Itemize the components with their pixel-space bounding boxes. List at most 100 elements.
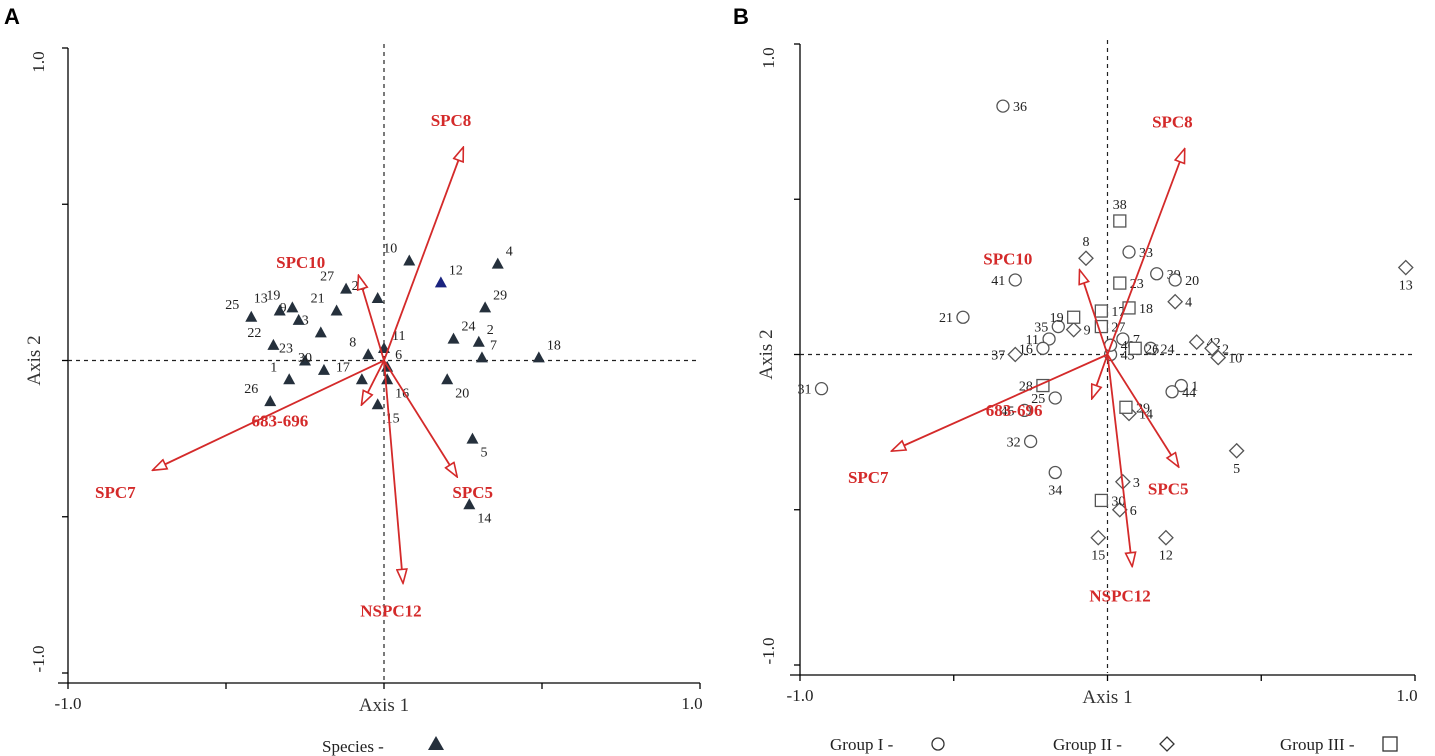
group-i-circle-point xyxy=(1048,391,1062,405)
vector-label: SPC10 xyxy=(276,253,325,272)
species-triangle-point xyxy=(371,398,384,410)
point-label: 28 xyxy=(1019,380,1033,395)
point-label: 25 xyxy=(1031,392,1045,407)
species-triangle-point xyxy=(264,395,277,407)
species-triangle-point xyxy=(472,335,485,347)
point-label: 30 xyxy=(1111,494,1125,509)
group-iii-square-point xyxy=(1128,341,1142,355)
group-ii-diamond-point xyxy=(1397,259,1414,276)
group-i-circle-point xyxy=(1008,273,1022,287)
species-triangle-point xyxy=(267,338,280,350)
group-iii-square-point xyxy=(1119,400,1133,414)
group-ii-diamond-point xyxy=(1065,321,1082,338)
group-i-circle-point xyxy=(1036,341,1050,355)
point-label: 8 xyxy=(349,335,356,350)
y-axis-title: Axis 2 xyxy=(756,329,777,379)
point-label: 12 xyxy=(1159,549,1173,564)
point-label: 20 xyxy=(455,386,469,401)
vector-arrow xyxy=(892,353,1108,451)
point-label: 37 xyxy=(991,349,1005,364)
species-triangle-point xyxy=(466,432,479,444)
vector-label: SPC7 xyxy=(848,468,889,487)
point-label: 23 xyxy=(279,342,293,357)
point-label: 24 xyxy=(462,320,476,335)
group-ii-diamond-point xyxy=(1090,529,1107,546)
group-i-circle-point xyxy=(1023,434,1038,449)
vector-arrow xyxy=(1106,354,1133,566)
group-iii-square-point xyxy=(1094,493,1108,508)
point-label: 30 xyxy=(298,351,312,366)
vector-arrow xyxy=(359,276,385,361)
point-label: 41 xyxy=(991,274,1005,289)
group-i-circle-point xyxy=(996,99,1010,113)
point-label: 18 xyxy=(1139,302,1153,317)
point-label: 8 xyxy=(1082,235,1089,250)
vector-label: SPC5 xyxy=(1148,479,1189,498)
legend-square-label: Group III - xyxy=(1280,735,1355,754)
point-label: 19 xyxy=(266,288,280,303)
x-tick-label-min: -1.0 xyxy=(787,686,814,705)
y-tick-label-max: 1.0 xyxy=(759,47,778,68)
point-label: 26 xyxy=(244,382,258,397)
point-label: 5 xyxy=(1233,462,1240,477)
x-tick-label-min: -1.0 xyxy=(55,694,82,713)
group-iii-square-point xyxy=(1094,304,1108,318)
species-triangle-point xyxy=(273,304,286,316)
point-label: 21 xyxy=(311,292,325,307)
species-triangle-point xyxy=(532,351,545,363)
x-tick-label-max: 1.0 xyxy=(681,694,702,713)
group-ii-diamond-point xyxy=(1204,340,1220,357)
group-ii-diamond-point xyxy=(1210,349,1227,366)
species-triangle-point xyxy=(475,351,488,363)
point-label: 5 xyxy=(480,446,487,461)
species-triangle-point xyxy=(292,313,305,325)
group-ii-diamond-point xyxy=(1228,442,1245,459)
x-tick-label-max: 1.0 xyxy=(1396,686,1417,705)
point-label: 3 xyxy=(302,313,309,328)
point-label: 11 xyxy=(392,329,405,344)
point-label: 3 xyxy=(1133,476,1140,491)
species-triangle-point xyxy=(362,348,375,360)
x-axis-title: Axis 1 xyxy=(1082,687,1132,708)
point-label: 29 xyxy=(493,288,507,303)
vector-label: NSPC12 xyxy=(360,601,421,620)
vector-arrow xyxy=(362,360,385,405)
group-iii-square-point xyxy=(1067,310,1081,324)
point-label: 7 xyxy=(490,338,497,353)
vector-label: NSPC12 xyxy=(1089,587,1150,606)
point-label: 9 xyxy=(280,301,287,316)
species-triangle-point xyxy=(283,373,296,385)
point-label: 9 xyxy=(1084,324,1091,339)
group-i-circle-point xyxy=(1048,465,1062,480)
point-label: 25 xyxy=(225,298,239,313)
species-triangle-point xyxy=(299,354,311,366)
group-i-circle-point xyxy=(1017,403,1032,418)
legends: Species - Group I - Group II - Group III - xyxy=(322,735,1398,756)
point-label: 15 xyxy=(1091,549,1105,564)
point-label: 16 xyxy=(1019,342,1033,357)
point-label: 12 xyxy=(449,263,463,278)
group-i-circle-point xyxy=(814,382,829,396)
point-label: 10 xyxy=(383,242,397,257)
y-tick-label-max: 1.0 xyxy=(29,51,48,72)
point-label: 1 xyxy=(270,360,277,375)
point-label: 19 xyxy=(1050,311,1064,326)
species-triangle-point xyxy=(330,304,343,316)
point-label: 21 xyxy=(939,311,953,326)
legend-circle-label: Group I - xyxy=(830,735,894,754)
point-label: 18 xyxy=(547,338,561,353)
legend-diamond-marker xyxy=(1159,736,1175,752)
point-label: 31 xyxy=(798,383,812,398)
point-label: 17 xyxy=(336,360,350,375)
group-iii-square-point xyxy=(1113,214,1127,228)
group-ii-diamond-point xyxy=(1158,529,1174,546)
group-i-circle-point xyxy=(1168,273,1182,287)
point-label: 35 xyxy=(1034,321,1048,336)
species-triangle-point xyxy=(355,373,368,385)
vector-arrow xyxy=(1080,271,1109,355)
vector-arrow xyxy=(383,360,403,583)
vector-label: 683-696 xyxy=(986,401,1043,420)
point-label: 13 xyxy=(254,292,268,307)
species-triangle-point xyxy=(491,257,504,269)
